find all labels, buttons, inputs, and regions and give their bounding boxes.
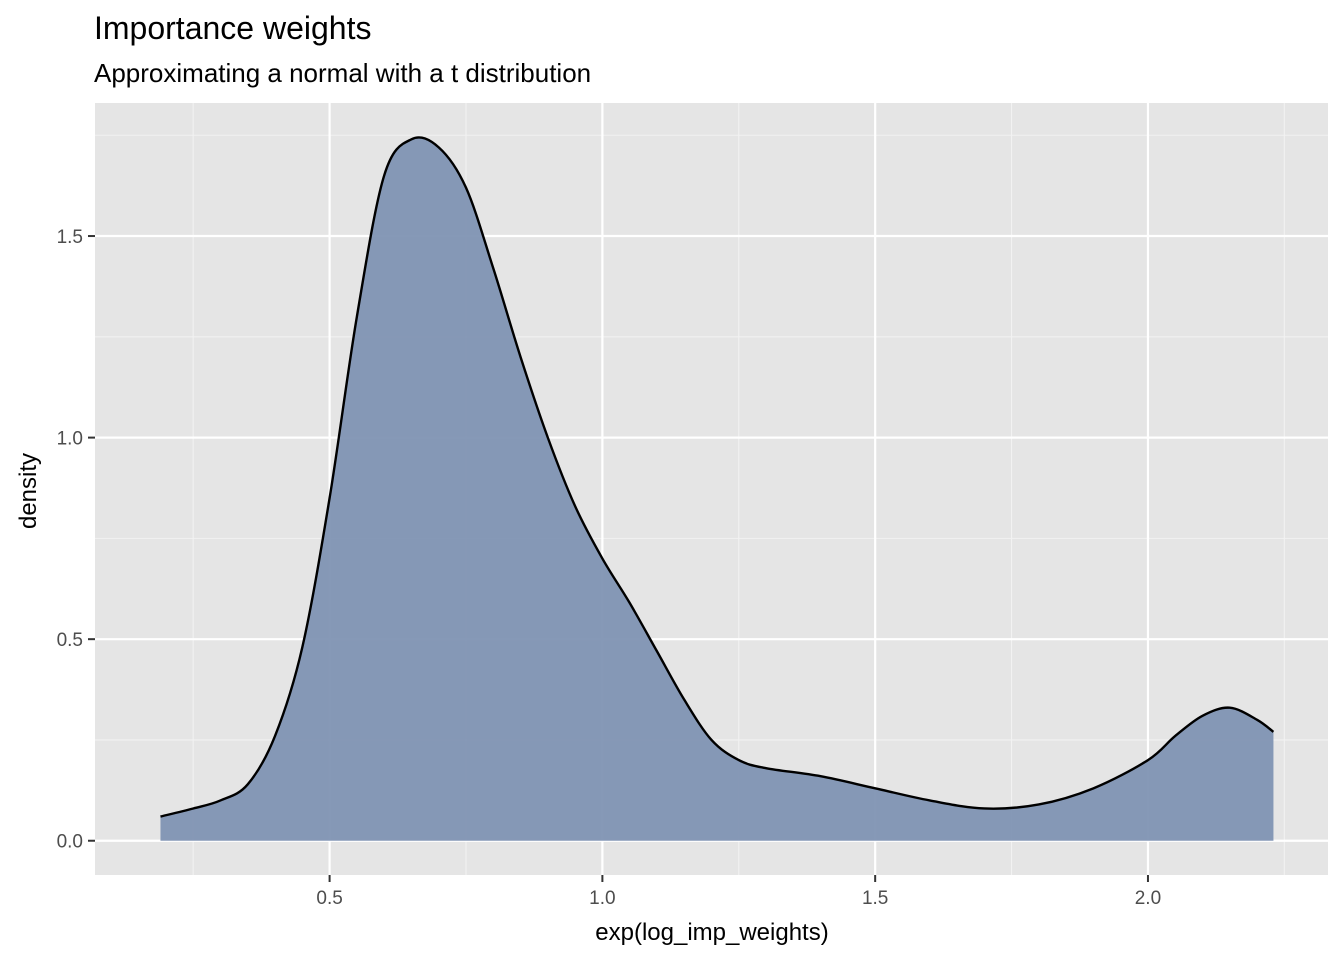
chart-subtitle: Approximating a normal with a t distribu… xyxy=(94,58,591,88)
density-line xyxy=(160,136,1275,818)
y-tick-label: 1.5 xyxy=(57,227,83,248)
density-area xyxy=(160,137,1274,841)
x-tick-label: 0.5 xyxy=(316,888,342,909)
x-tick-label: 1.0 xyxy=(589,888,615,909)
x-tick-label: 2.0 xyxy=(1135,888,1161,909)
x-tick-label: 1.5 xyxy=(862,888,888,909)
x-axis-title: exp(log_imp_weights) xyxy=(595,919,828,946)
y-tick-label: 1.0 xyxy=(57,429,83,450)
y-axis: 0.0 0.5 1.0 1.5 xyxy=(57,227,95,853)
y-tick-label: 0.0 xyxy=(57,832,83,853)
x-axis: 0.5 1.0 1.5 2.0 xyxy=(316,875,1161,909)
y-axis-title: density xyxy=(15,453,42,529)
y-tick-label: 0.5 xyxy=(57,630,83,651)
chart-title: Importance weights xyxy=(94,10,371,46)
